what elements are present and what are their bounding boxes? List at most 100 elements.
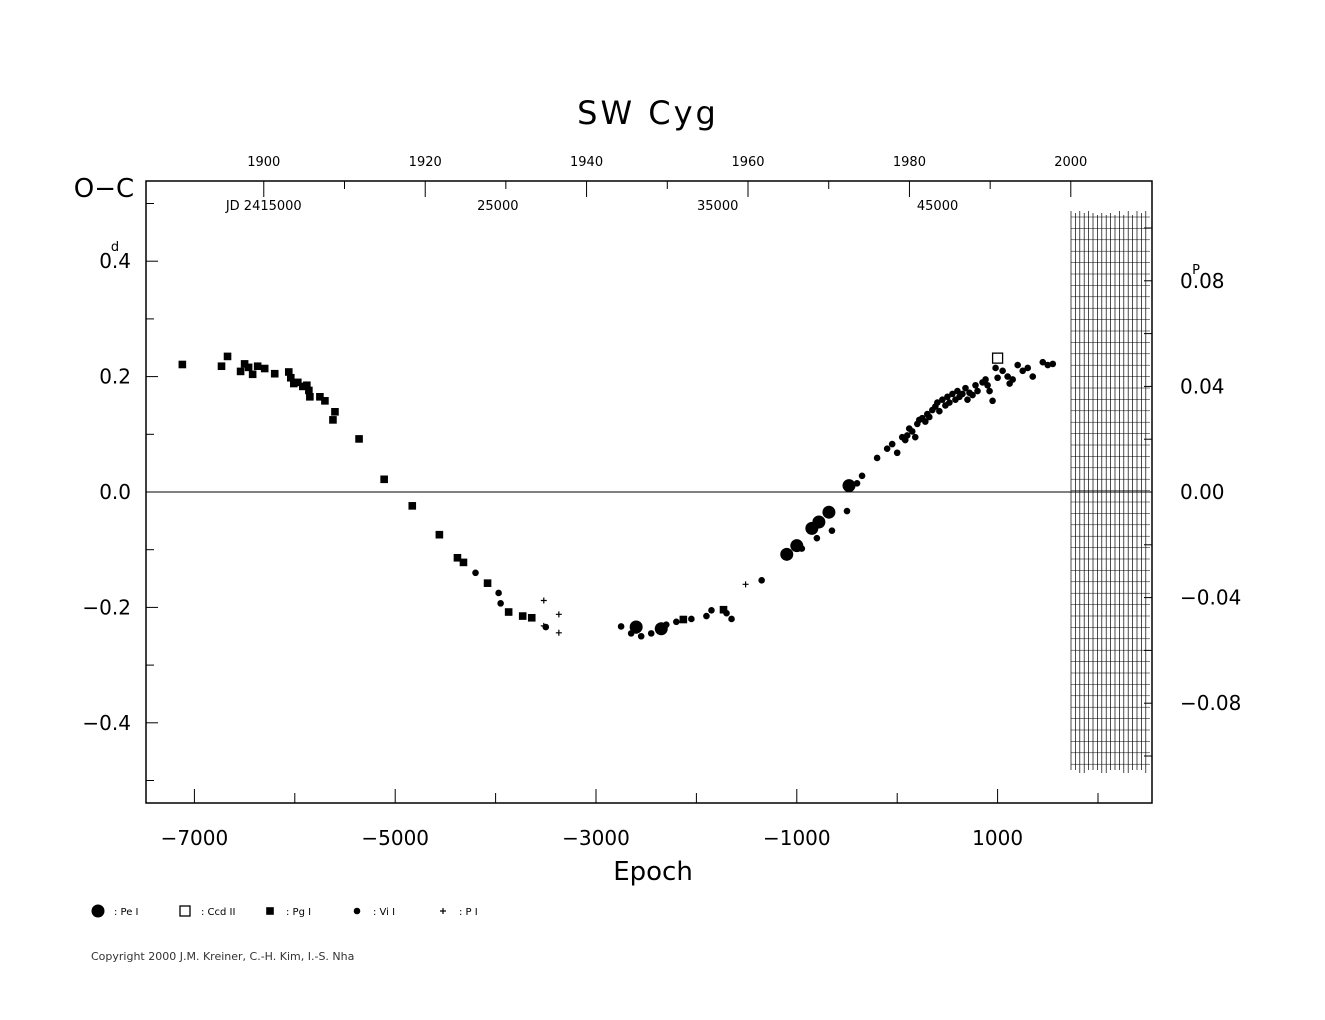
data-point xyxy=(1029,373,1037,380)
data-point xyxy=(223,352,232,361)
data-point xyxy=(822,505,836,519)
data-point xyxy=(244,363,253,372)
legend-label: : P I xyxy=(459,907,478,918)
data-point xyxy=(1049,360,1057,368)
data-point xyxy=(828,527,836,534)
data-point xyxy=(555,629,562,636)
series-plus xyxy=(540,581,749,636)
data-point xyxy=(853,480,861,487)
data-point xyxy=(758,576,765,584)
y-axis-label: O−C xyxy=(74,174,134,204)
data-point xyxy=(1004,373,1011,380)
top-jd-label: 45000 xyxy=(917,199,958,214)
data-point xyxy=(922,418,929,425)
data-point xyxy=(253,362,262,371)
data-point xyxy=(435,530,444,539)
legend: : Pe I : Ccd II : Pg I : Vi I : P I xyxy=(91,904,478,918)
data-point xyxy=(728,615,735,623)
data-point xyxy=(673,618,680,626)
data-point xyxy=(632,627,640,634)
data-point xyxy=(939,396,946,403)
data-point xyxy=(994,374,1001,382)
data-point xyxy=(780,547,794,561)
y-tick-label: 0.0 xyxy=(99,480,131,504)
data-point xyxy=(329,416,337,424)
data-point xyxy=(858,472,866,480)
data-point xyxy=(798,545,806,552)
legend-label: : Pg I xyxy=(286,907,311,918)
data-point xyxy=(688,615,695,623)
data-point xyxy=(540,622,547,629)
data-point xyxy=(527,613,536,622)
data-point xyxy=(217,362,226,371)
data-point xyxy=(299,382,307,391)
top-year-label: 2000 xyxy=(1054,155,1087,170)
legend-marker xyxy=(353,907,361,915)
data-point xyxy=(843,507,851,515)
data-point xyxy=(842,479,856,493)
x-tick-label: −7000 xyxy=(161,826,229,850)
data-point xyxy=(316,392,324,401)
data-point xyxy=(903,432,911,439)
chart-title: SW Cyg xyxy=(577,94,719,132)
top-year-label: 1980 xyxy=(893,155,926,170)
data-point xyxy=(289,379,298,388)
data-point xyxy=(934,399,941,406)
data-point xyxy=(949,390,956,398)
data-point xyxy=(303,381,311,390)
x-axis-title: Epoch xyxy=(613,857,693,887)
data-point xyxy=(540,597,547,604)
top-year-label: 1920 xyxy=(409,155,442,170)
top-year-label: 1940 xyxy=(570,155,603,170)
data-point xyxy=(723,609,730,617)
top-jd-label: 35000 xyxy=(697,199,738,214)
data-point xyxy=(944,393,951,401)
series-square-open xyxy=(991,352,1004,364)
data-point xyxy=(959,390,966,398)
data-point xyxy=(893,449,901,457)
data-point xyxy=(472,569,479,577)
data-point xyxy=(260,364,269,373)
data-point xyxy=(989,397,996,405)
data-point xyxy=(305,386,313,395)
data-point xyxy=(911,433,919,441)
data-point xyxy=(306,392,314,401)
data-point xyxy=(270,369,279,378)
data-point xyxy=(926,413,933,421)
data-point xyxy=(936,407,943,415)
data-point xyxy=(888,440,896,448)
data-point xyxy=(1019,367,1026,375)
y-tick-label: 0.2 xyxy=(99,365,131,389)
data-point xyxy=(742,581,749,588)
legend-label: : Ccd II xyxy=(201,907,235,918)
data-point xyxy=(1024,364,1032,372)
data-point xyxy=(708,606,715,614)
data-point xyxy=(637,632,645,640)
y-tick-label: 0.4 xyxy=(99,249,131,273)
y-tick-label: −0.2 xyxy=(82,595,131,619)
legend-label: : Vi I xyxy=(373,907,395,918)
series-circle-small xyxy=(472,358,1057,640)
x-tick-label: −5000 xyxy=(361,826,429,850)
data-point xyxy=(982,376,989,383)
data-point xyxy=(883,445,891,453)
data-point xyxy=(495,589,502,597)
series-square xyxy=(178,352,728,624)
data-point xyxy=(964,396,971,403)
series-circle-large xyxy=(629,479,856,636)
data-point xyxy=(286,373,295,382)
data-point xyxy=(497,600,504,607)
legend-label: : Pe I xyxy=(114,907,139,918)
copyright-note: Copyright 2000 J.M. Kreiner, C.-H. Kim, … xyxy=(91,950,354,963)
data-point xyxy=(355,435,363,443)
data-point xyxy=(972,381,979,389)
data-point xyxy=(408,502,417,510)
data-point xyxy=(812,515,826,529)
y-unit-mark: d xyxy=(111,240,119,255)
data-point xyxy=(662,621,670,629)
legend-marker xyxy=(440,908,446,914)
data-point xyxy=(1014,361,1021,369)
top-year-label: 1900 xyxy=(247,155,280,170)
data-point xyxy=(954,387,961,395)
